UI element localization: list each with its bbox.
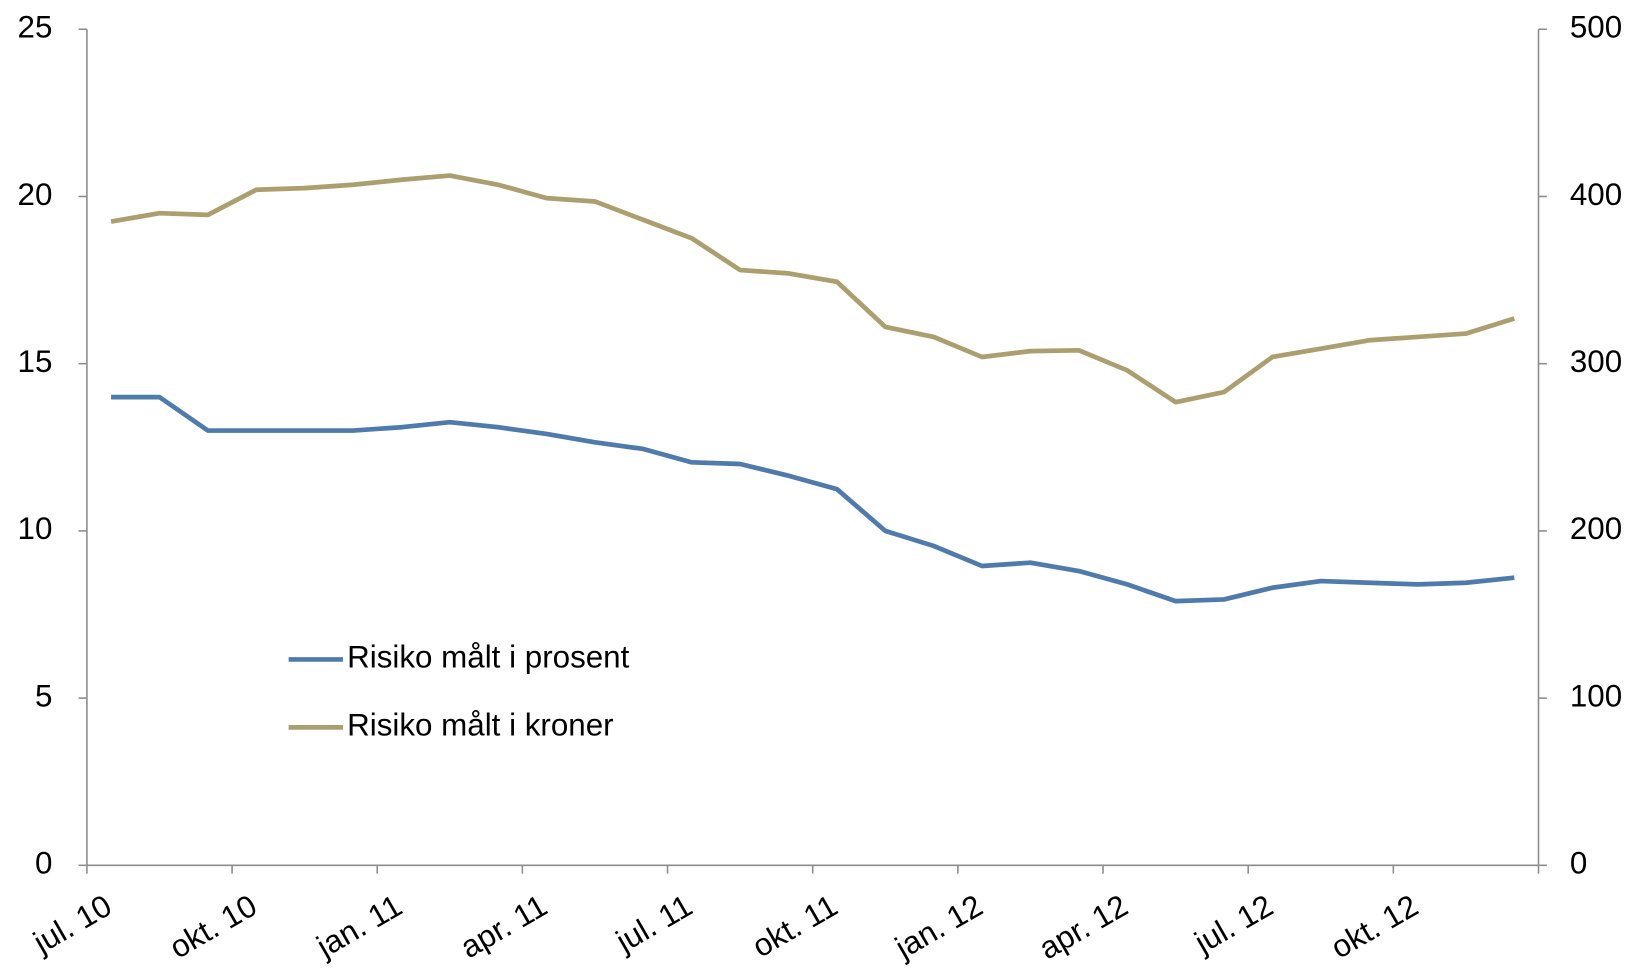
- y-tick-label: 20: [18, 177, 53, 212]
- y-tick-label: 15: [18, 344, 53, 379]
- series-line: [111, 394, 1515, 604]
- x-tick-label: jul. 12: [1188, 888, 1279, 961]
- y2-tick-label: 100: [1570, 678, 1622, 713]
- x-tick-label: apr. 11: [455, 888, 554, 965]
- legend-label: Risiko målt i prosent: [347, 640, 629, 675]
- legend-label: Risiko målt i kroner: [347, 708, 613, 743]
- y-tick-label: 25: [18, 10, 53, 45]
- x-tick-label: okt. 10: [164, 888, 263, 965]
- y2-tick-label: 0: [1570, 846, 1587, 881]
- x-tick-label: apr. 12: [1033, 888, 1134, 966]
- y2-tick-label: 300: [1570, 344, 1622, 379]
- y-tick-label: 10: [18, 511, 53, 546]
- y-tick-label: 5: [35, 678, 52, 713]
- x-tick-label: okt. 12: [1325, 888, 1424, 965]
- x-tick-label: jan. 12: [889, 888, 989, 966]
- x-tick-label: okt. 11: [746, 888, 843, 964]
- y2-tick-label: 200: [1570, 511, 1622, 546]
- x-tick-label: jul. 11: [609, 888, 698, 959]
- x-tick-label: jan. 11: [310, 888, 408, 965]
- y-tick-label: 0: [35, 846, 52, 881]
- x-tick-label: jul. 10: [27, 888, 118, 961]
- y2-tick-label: 400: [1570, 177, 1622, 212]
- y2-tick-label: 500: [1570, 10, 1622, 45]
- series-line: [110, 173, 1516, 405]
